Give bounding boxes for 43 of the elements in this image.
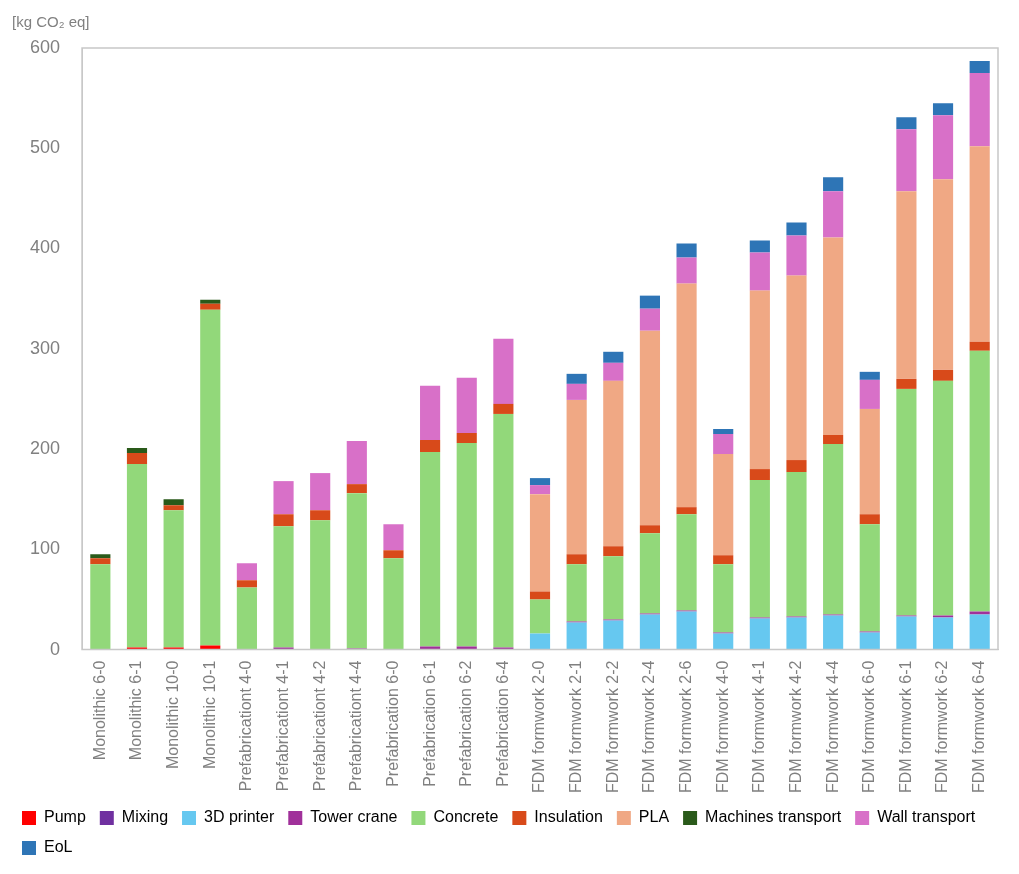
x-tick-label: Prefabrication 6-1 xyxy=(420,660,438,787)
legend-label: Pump xyxy=(44,808,86,826)
legend-label: Machines transport xyxy=(705,808,842,826)
y-tick-label: 500 xyxy=(29,137,61,158)
x-tick-label: FDM formwork 4-2 xyxy=(786,660,804,793)
y-tick-label: 100 xyxy=(29,538,61,559)
x-tick-label: Prefabricationt 4-0 xyxy=(237,660,255,792)
y-tick-label: 200 xyxy=(29,438,61,458)
legend-label: Insulation xyxy=(534,808,603,826)
x-tick-label: Monolithic 6-1 xyxy=(127,660,145,761)
x-tick-label: FDM formwork 4-4 xyxy=(823,660,841,793)
legend-label: Mixing xyxy=(121,808,169,826)
x-tick-label: FDM formwork 2-4 xyxy=(640,660,658,793)
legend-label: PLA xyxy=(638,808,670,826)
y-tick-label: 0 xyxy=(50,638,61,659)
x-tick-label: FDM formwork 2-6 xyxy=(676,660,694,793)
x-tick-label: FDM formwork 2-0 xyxy=(530,660,548,793)
y-tick-label: 600 xyxy=(29,36,61,57)
legend-label: Concrete xyxy=(433,808,499,826)
y-tick-label: 400 xyxy=(29,237,61,258)
x-tick-label: Monolithic 10-1 xyxy=(200,660,218,770)
x-tick-label: Prefabrication 6-4 xyxy=(493,660,511,787)
x-tick-label: FDM formwork 6-4 xyxy=(970,660,988,793)
x-tick-label: Monolithic 10-0 xyxy=(164,660,182,770)
x-tick-label: Prefabricationt 4-4 xyxy=(347,660,365,792)
legend-label: EoL xyxy=(44,838,73,856)
x-tick-label: Prefabrication 6-0 xyxy=(383,660,401,787)
x-tick-label: FDM formwork 4-0 xyxy=(713,660,731,793)
x-tick-label: FDM formwork 6-0 xyxy=(860,660,878,793)
legend-label: 3D printer xyxy=(204,808,275,826)
legend-label: Wall transport xyxy=(877,808,976,826)
x-tick-label: Monolithic 6-0 xyxy=(90,660,108,761)
x-tick-label: FDM formwork 2-2 xyxy=(603,660,621,793)
legend-label: Tower crane xyxy=(310,808,398,826)
x-tick-label: FDM formwork 6-1 xyxy=(896,660,914,793)
x-tick-label: FDM formwork 2-1 xyxy=(567,660,585,793)
y-axis-title: [kg CO₂ eq] xyxy=(12,12,90,30)
y-tick-label: 300 xyxy=(29,337,61,358)
x-tick-label: FDM formwork 6-2 xyxy=(933,660,951,793)
x-tick-label: Prefabricationt 4-1 xyxy=(273,660,291,792)
x-tick-label: Prefabricationt 4-2 xyxy=(310,660,328,792)
x-tick-label: FDM formwork 4-1 xyxy=(750,660,768,793)
x-tick-label: Prefabrication 6-2 xyxy=(457,660,475,787)
